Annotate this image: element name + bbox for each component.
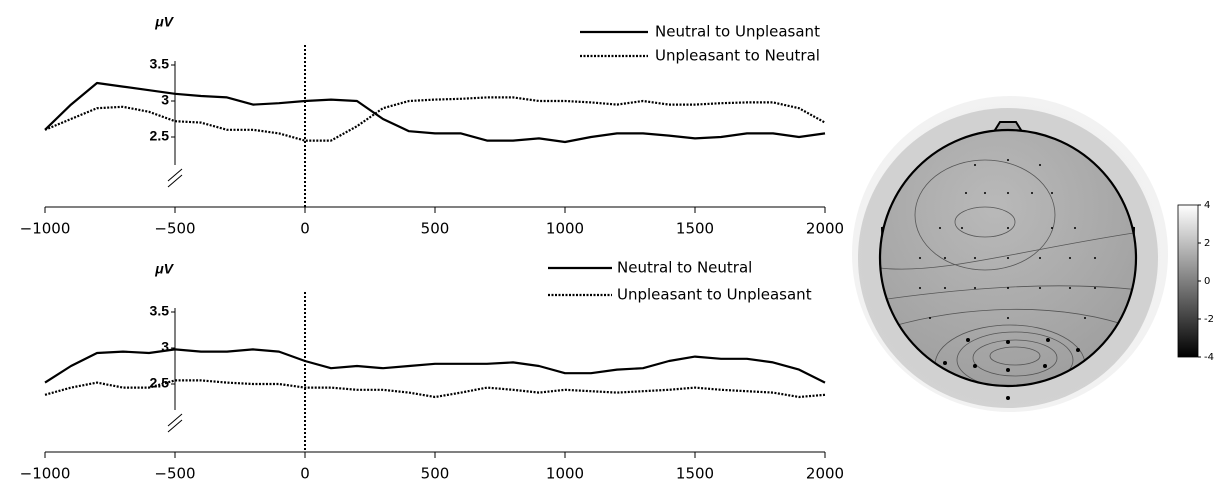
colorbar <box>1177 204 1199 358</box>
colorbar-tick-label: -2 <box>1204 314 1214 325</box>
y-axis-break <box>167 413 183 427</box>
x-tick-label: −1000 <box>20 465 71 483</box>
y-axis-break <box>167 419 183 433</box>
y-tick-label: 3.5 <box>150 56 170 72</box>
legend-label: Neutral to Neutral <box>617 259 752 277</box>
y-axis-break <box>167 168 183 182</box>
series-line <box>44 96 826 142</box>
y-tick-label: 3 <box>161 92 169 108</box>
x-tick-label: 0 <box>300 465 310 483</box>
x-tick-label: −500 <box>154 220 195 238</box>
legend-label: Unpleasant to Unpleasant <box>617 286 812 304</box>
legend-label: Neutral to Unpleasant <box>655 23 820 41</box>
y-axis-break <box>167 174 183 188</box>
x-tick-label: 2000 <box>806 220 844 238</box>
x-tick-label: 1000 <box>546 220 584 238</box>
topomap <box>852 96 1168 412</box>
y-tick-label: 2.5 <box>150 375 170 391</box>
x-tick-label: 500 <box>421 465 450 483</box>
x-tick-label: −1000 <box>20 220 71 238</box>
y-tick-label: 3 <box>161 339 169 355</box>
y-tick-label: 3.5 <box>150 303 170 319</box>
colorbar-tick-label: 2 <box>1204 238 1210 249</box>
x-tick-label: 1000 <box>546 465 584 483</box>
x-tick-label: 500 <box>421 220 450 238</box>
y-axis-label: μV <box>154 261 174 277</box>
y-axis-label: μV <box>154 14 174 30</box>
series-line <box>44 348 826 384</box>
x-tick-label: −500 <box>154 465 195 483</box>
x-tick-label: 1500 <box>676 220 714 238</box>
x-tick-label: 2000 <box>806 465 844 483</box>
colorbar-tick-label: 4 <box>1204 200 1210 211</box>
x-tick-label: 1500 <box>676 465 714 483</box>
legend-label: Unpleasant to Neutral <box>655 47 820 65</box>
series-line <box>44 81 826 144</box>
x-tick-label: 0 <box>300 220 310 238</box>
colorbar-tick-label: -4 <box>1204 352 1214 363</box>
y-tick-label: 2.5 <box>150 128 170 144</box>
series-line <box>44 379 826 399</box>
colorbar-tick-label: 0 <box>1204 276 1210 287</box>
